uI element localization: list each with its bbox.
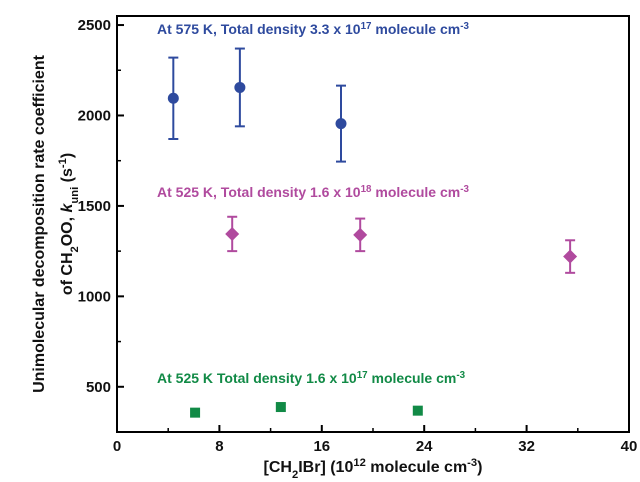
y-axis-title-line2: of CH2OO, kuni (s-1) <box>57 153 81 295</box>
series-square <box>190 402 423 418</box>
data-point-square <box>190 407 201 418</box>
data-point-square <box>412 405 423 416</box>
series-circle <box>167 47 347 163</box>
plot-frame <box>116 15 630 433</box>
y-tick-label: 500 <box>86 379 111 396</box>
series-annotation: At 575 K, Total density 3.3 x 1017 molec… <box>157 21 469 38</box>
y-tick-label: 1500 <box>78 198 111 215</box>
data-point-diamond <box>225 226 240 241</box>
y-tick-label: 2500 <box>78 17 111 34</box>
x-tick-label: 0 <box>113 438 121 455</box>
y-tick-label: 1000 <box>78 288 111 305</box>
data-point-diamond <box>563 249 578 264</box>
data-point-square <box>275 402 286 413</box>
data-point-circle <box>167 92 179 104</box>
tick-labels: 0 8 16 24 32 40 500 1000 1500 2000 2500 <box>78 17 638 455</box>
series-annotation: At 525 K, Total density 1.6 x 1018 molec… <box>157 184 469 201</box>
series-annotations: At 575 K, Total density 3.3 x 1017 molec… <box>157 21 469 387</box>
x-tick-label: 24 <box>416 438 433 455</box>
data-point-circle <box>234 81 246 93</box>
x-tick-label: 16 <box>313 438 330 455</box>
series-diamond <box>225 215 578 274</box>
x-tick-label: 32 <box>518 438 535 455</box>
x-axis-title: [CH2IBr] (1012 molecule cm-3) <box>264 457 483 481</box>
x-tick-label: 40 <box>621 438 638 455</box>
data-point-circle <box>335 118 347 130</box>
data-point-diamond <box>353 227 368 242</box>
series-annotation: At 525 K Total density 1.6 x 1017 molecu… <box>157 370 466 387</box>
x-tick-label: 8 <box>215 438 223 455</box>
y-tick-label: 2000 <box>78 107 111 124</box>
data-series <box>167 47 578 418</box>
y-axis-title-line1: Unimolecular decomposition rate coeffici… <box>31 54 48 393</box>
